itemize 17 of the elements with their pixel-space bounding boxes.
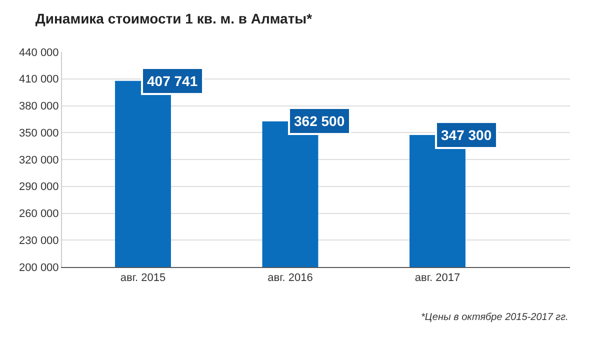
- data-label: 362 500: [294, 113, 345, 129]
- y-tick-label: 290 000: [19, 181, 59, 194]
- text: *Цены в октябре 2015-2017 гг.: [421, 312, 568, 323]
- data-label: 407 741: [147, 73, 198, 89]
- x-tick-label: авг. 2015: [120, 272, 166, 284]
- x-tick-label: авг. 2017: [414, 272, 460, 284]
- y-tick-label: 380 000: [19, 100, 59, 113]
- y-tick-label: 260 000: [19, 208, 59, 220]
- y-tick-label: 230 000: [19, 234, 59, 247]
- y-tick-label: 350 000: [19, 127, 59, 140]
- y-tick-label: 440 000: [19, 46, 59, 59]
- x-tick-label: авг. 2016: [268, 272, 313, 284]
- y-tick-label: 410 000: [19, 74, 59, 86]
- data-label: 347 300: [441, 127, 492, 143]
- y-tick-label: 200 000: [19, 262, 59, 274]
- chart-title: Динамика стоимости 1 кв. м. в Алматы*: [35, 10, 313, 26]
- y-tick-label: 320 000: [19, 154, 59, 166]
